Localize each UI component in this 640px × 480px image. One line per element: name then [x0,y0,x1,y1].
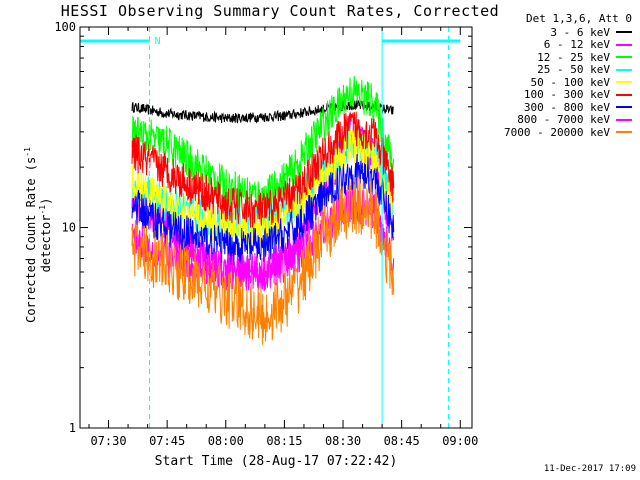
legend-swatch [616,56,632,59]
legend-label: 3 - 6 keV [550,25,610,39]
y-label-part2: detector [39,214,53,273]
legend-label: 12 - 25 keV [537,50,610,64]
legend: Det 1,3,6, Att 0 3 - 6 keV 6 - 12 keV 12 -… [486,12,632,139]
y-tick-label: 100 [54,20,76,34]
legend-item-6: 100 - 300 keV [486,88,632,102]
y-axis-label: Corrected Count Rate (s-1 detector-1) [23,135,53,335]
legend-item-2: 6 - 12 keV [486,38,632,52]
legend-swatch [616,68,632,71]
legend-item-8: 800 - 7000 keV [486,113,632,127]
legend-item-5: 50 - 100 keV [486,76,632,89]
legend-label: 800 - 7000 keV [517,113,610,127]
legend-swatch [616,131,632,134]
legend-swatch [616,93,632,96]
legend-label: 100 - 300 keV [523,88,610,102]
legend-header: Det 1,3,6, Att 0 [526,12,632,25]
legend-swatch [616,118,632,121]
legend-item-4: 25 - 50 keV [486,63,632,77]
night-bar-label: N [155,36,161,47]
legend-label: 6 - 12 keV [543,38,610,52]
y-label-sup2: -1 [38,204,47,215]
legend-item-9: 7000 - 20000 keV [486,126,632,139]
x-tick-label: 08:45 [384,434,420,448]
x-tick-label: 07:45 [149,434,185,448]
y-tick-label: 1 [69,421,76,435]
chart-title: HESSI Observing Summary Count Rates, Cor… [60,2,500,20]
legend-item-1: 3 - 6 keV [486,26,632,39]
y-label-sup1: -1 [23,147,32,157]
x-tick-label: 09:00 [442,434,478,448]
legend-label: 25 - 50 keV [537,63,610,77]
series-line-7 [131,153,395,267]
x-tick-label: 08:15 [266,434,302,448]
x-tick-label: 07:30 [90,434,126,448]
y-label-part1: Corrected Count Rate (s [24,156,38,323]
y-label-part3: ) [39,197,53,205]
series-line-3 [131,75,395,217]
legend-label: 50 - 100 keV [530,75,610,89]
legend-label: 7000 - 20000 keV [504,125,610,139]
x-tick-label: 08:00 [208,434,244,448]
series-line-9 [131,176,395,345]
legend-item-3: 12 - 25 keV [486,51,632,64]
legend-item-7: 300 - 800 keV [486,101,632,114]
series-line-8 [131,189,395,292]
series-line-6 [131,111,395,228]
legend-swatch [616,31,632,34]
legend-swatch [616,43,632,46]
legend-swatch [616,106,632,109]
x-axis-label: Start Time (28-Aug-17 07:22:42) [154,454,398,469]
series-line-1 [131,100,394,124]
x-tick-label: 08:30 [325,434,361,448]
legend-label: 300 - 800 keV [523,100,610,114]
timestamp: 11-Dec-2017 17:09 [543,464,636,474]
y-tick-label: 10 [62,221,76,235]
legend-swatch [616,81,632,84]
